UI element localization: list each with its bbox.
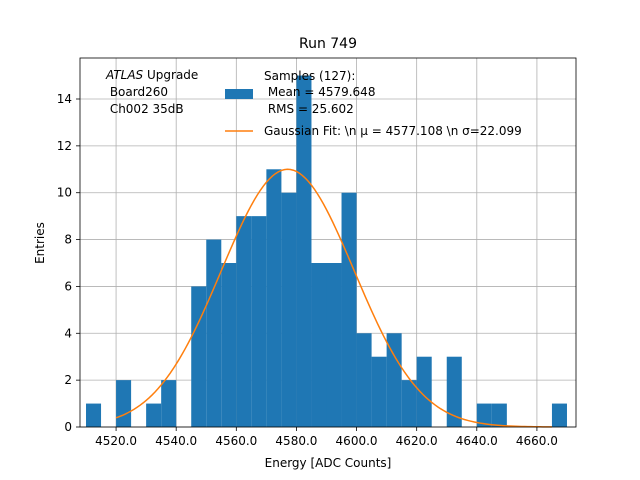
y-axis-ticks: 0 2 4 6 8 10 12 14 bbox=[57, 92, 80, 434]
gaussian-fit-curve bbox=[115, 168, 552, 428]
chart-title: Run 749 bbox=[299, 36, 357, 52]
x-tick-label: 4620.0 bbox=[396, 434, 438, 448]
histogram-bars bbox=[86, 75, 567, 428]
histogram-bar bbox=[251, 216, 267, 427]
histogram-bar bbox=[191, 286, 207, 427]
x-tick-label: 4580.0 bbox=[275, 434, 317, 448]
y-axis-label: Entries bbox=[33, 222, 47, 264]
x-tick-label: 4660.0 bbox=[516, 434, 558, 448]
atlas-annotation: ATLAS Upgrade Board260 Ch002 35dB bbox=[105, 68, 198, 116]
svg-text:ATLAS Upgrade: ATLAS Upgrade bbox=[105, 68, 198, 82]
histogram-bar bbox=[416, 356, 432, 427]
histogram-bar bbox=[326, 263, 342, 427]
legend: Samples (127): Mean = 4579.648 RMS = 25.… bbox=[225, 69, 522, 138]
histogram-bar bbox=[356, 333, 372, 427]
y-tick-label: 14 bbox=[57, 92, 72, 106]
x-tick-label: 4540.0 bbox=[155, 434, 197, 448]
annotation-upgrade: Upgrade bbox=[143, 68, 198, 82]
histogram-bar bbox=[221, 263, 237, 427]
histogram-bar bbox=[491, 403, 507, 427]
x-tick-label: 4560.0 bbox=[215, 434, 257, 448]
histogram-bar bbox=[161, 380, 177, 427]
x-tick-label: 4640.0 bbox=[456, 434, 498, 448]
legend-samples-rms: RMS = 25.602 bbox=[264, 102, 354, 116]
y-tick-label: 6 bbox=[64, 279, 72, 293]
histogram-bar bbox=[206, 239, 222, 427]
annotation-board: Board260 bbox=[106, 85, 168, 99]
y-tick-label: 0 bbox=[64, 420, 72, 434]
annotation-atlas-italic: ATLAS bbox=[105, 68, 144, 82]
y-tick-label: 10 bbox=[57, 186, 72, 200]
histogram-bar bbox=[401, 380, 417, 427]
histogram-bar bbox=[551, 403, 567, 427]
x-axis-label: Energy [ADC Counts] bbox=[265, 456, 392, 470]
histogram-bar bbox=[296, 75, 312, 428]
x-tick-label: 4600.0 bbox=[336, 434, 378, 448]
histogram-bar bbox=[266, 169, 282, 428]
plot-frame bbox=[79, 57, 577, 428]
histogram-bar bbox=[311, 263, 327, 427]
histogram-bar bbox=[281, 192, 297, 427]
annotation-channel: Ch002 35dB bbox=[106, 102, 184, 116]
y-tick-label: 12 bbox=[57, 139, 72, 153]
y-tick-label: 4 bbox=[64, 326, 72, 340]
x-axis-ticks: 4520.0 4540.0 4560.0 4580.0 4600.0 4620.0 4640… bbox=[95, 427, 558, 448]
histogram-bar bbox=[476, 403, 492, 427]
histogram-bar bbox=[446, 356, 462, 427]
histogram-bar bbox=[341, 192, 357, 427]
histogram-bar bbox=[236, 216, 252, 427]
y-tick-label: 2 bbox=[64, 373, 72, 387]
histogram-bar bbox=[86, 403, 102, 427]
legend-samples-title: Samples (127): bbox=[264, 69, 355, 83]
histogram-bar bbox=[386, 333, 402, 427]
legend-fit-label: Gaussian Fit: \n μ = 4577.108 \n σ=22.09… bbox=[264, 124, 522, 138]
histogram-bar bbox=[116, 380, 132, 427]
legend-samples-swatch bbox=[225, 89, 253, 99]
legend-samples-mean: Mean = 4579.648 bbox=[264, 85, 375, 99]
y-tick-label: 8 bbox=[64, 233, 72, 247]
histogram-bar bbox=[371, 356, 387, 427]
x-tick-label: 4520.0 bbox=[95, 434, 137, 448]
histogram-bar bbox=[146, 403, 162, 427]
